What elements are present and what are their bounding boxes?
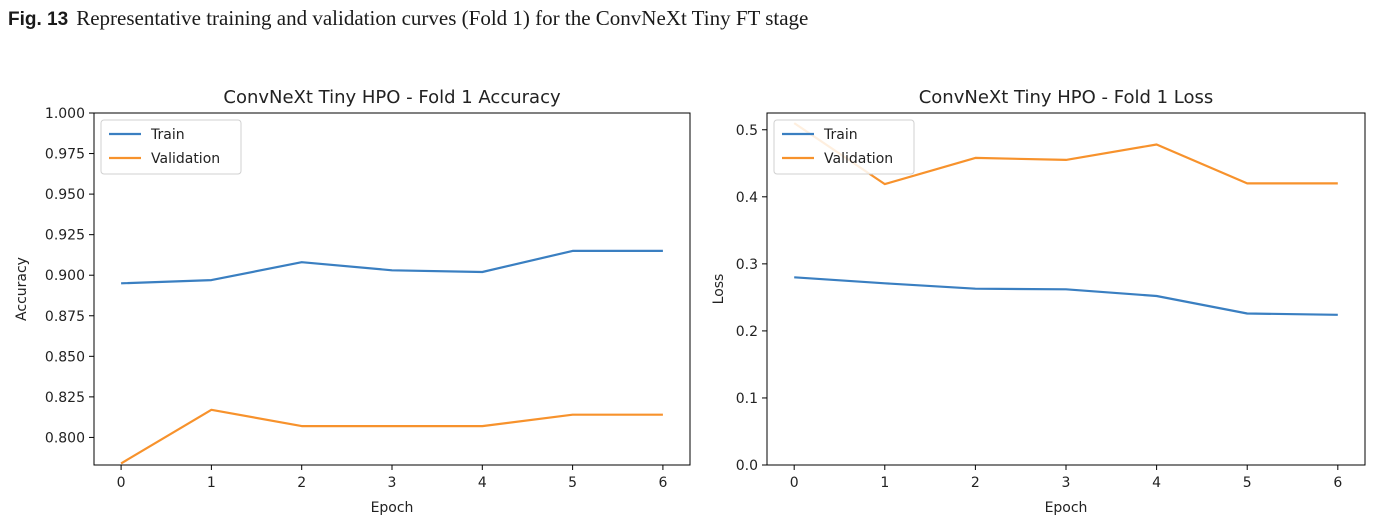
y-tick-label: 0.850 xyxy=(45,349,85,365)
x-tick-label: 5 xyxy=(1243,475,1252,491)
x-tick-label: 4 xyxy=(1152,475,1161,491)
figure-caption-text: Representative training and validation c… xyxy=(76,6,809,30)
plot-frame xyxy=(93,112,691,466)
x-axis-label: Epoch xyxy=(1045,500,1088,516)
x-tick-label: 2 xyxy=(971,475,980,491)
y-tick-label: 0.950 xyxy=(45,187,85,203)
chart-title: ConvNeXt Tiny HPO - Fold 1 Accuracy xyxy=(223,87,561,108)
x-tick-label: 0 xyxy=(790,475,799,491)
x-tick-label: 6 xyxy=(1333,475,1342,491)
figure-label: Fig. 13 xyxy=(8,9,69,30)
y-tick-label: 1.000 xyxy=(45,106,85,122)
y-tick-label: 0.875 xyxy=(45,309,85,325)
chart-1: ConvNeXt Tiny HPO - Fold 1 Accuracy 0 1 2 3 4… xyxy=(14,87,691,516)
x-tick-label: 1 xyxy=(207,475,216,491)
y-tick-label: 0.925 xyxy=(45,228,85,244)
x-axis-label: Epoch xyxy=(371,500,414,516)
legend-label: Train xyxy=(150,127,185,143)
chart-title: ConvNeXt Tiny HPO - Fold 1 Loss xyxy=(919,87,1214,108)
y-tick-label: 0.900 xyxy=(45,268,85,284)
y-tick-label: 0.0 xyxy=(736,458,758,474)
y-axis-label: Loss xyxy=(711,274,727,305)
y-tick-label: 0.4 xyxy=(736,190,758,206)
legend-label: Validation xyxy=(151,151,220,167)
y-tick-label: 0.825 xyxy=(45,390,85,406)
x-tick-label: 6 xyxy=(658,475,667,491)
plot-frame xyxy=(766,112,1366,466)
series-line-validation xyxy=(120,408,663,465)
series-line-train xyxy=(794,276,1338,316)
legend-label: Validation xyxy=(824,151,893,167)
x-tick-label: 2 xyxy=(297,475,306,491)
y-tick-label: 0.975 xyxy=(45,147,85,163)
chart-2: ConvNeXt Tiny HPO - Fold 1 Loss 0 1 2 3 4 5 6 0.… xyxy=(711,87,1366,516)
legend-label: Train xyxy=(823,127,858,143)
x-tick-label: 4 xyxy=(478,475,487,491)
series-line-validation xyxy=(793,122,1338,186)
x-tick-label: 3 xyxy=(388,475,397,491)
y-tick-label: 0.800 xyxy=(45,430,85,446)
y-tick-label: 0.3 xyxy=(736,257,758,273)
x-tick-label: 5 xyxy=(568,475,577,491)
figure-caption: Fig. 13 Representative training and valid… xyxy=(8,6,808,31)
y-tick-label: 0.2 xyxy=(736,324,758,340)
y-tick-label: 0.5 xyxy=(736,123,758,139)
y-tick-label: 0.1 xyxy=(736,391,758,407)
x-tick-label: 0 xyxy=(117,475,126,491)
x-tick-label: 1 xyxy=(880,475,889,491)
series-line-train xyxy=(121,249,663,285)
x-tick-label: 3 xyxy=(1062,475,1071,491)
y-axis-label: Accuracy xyxy=(14,257,30,321)
